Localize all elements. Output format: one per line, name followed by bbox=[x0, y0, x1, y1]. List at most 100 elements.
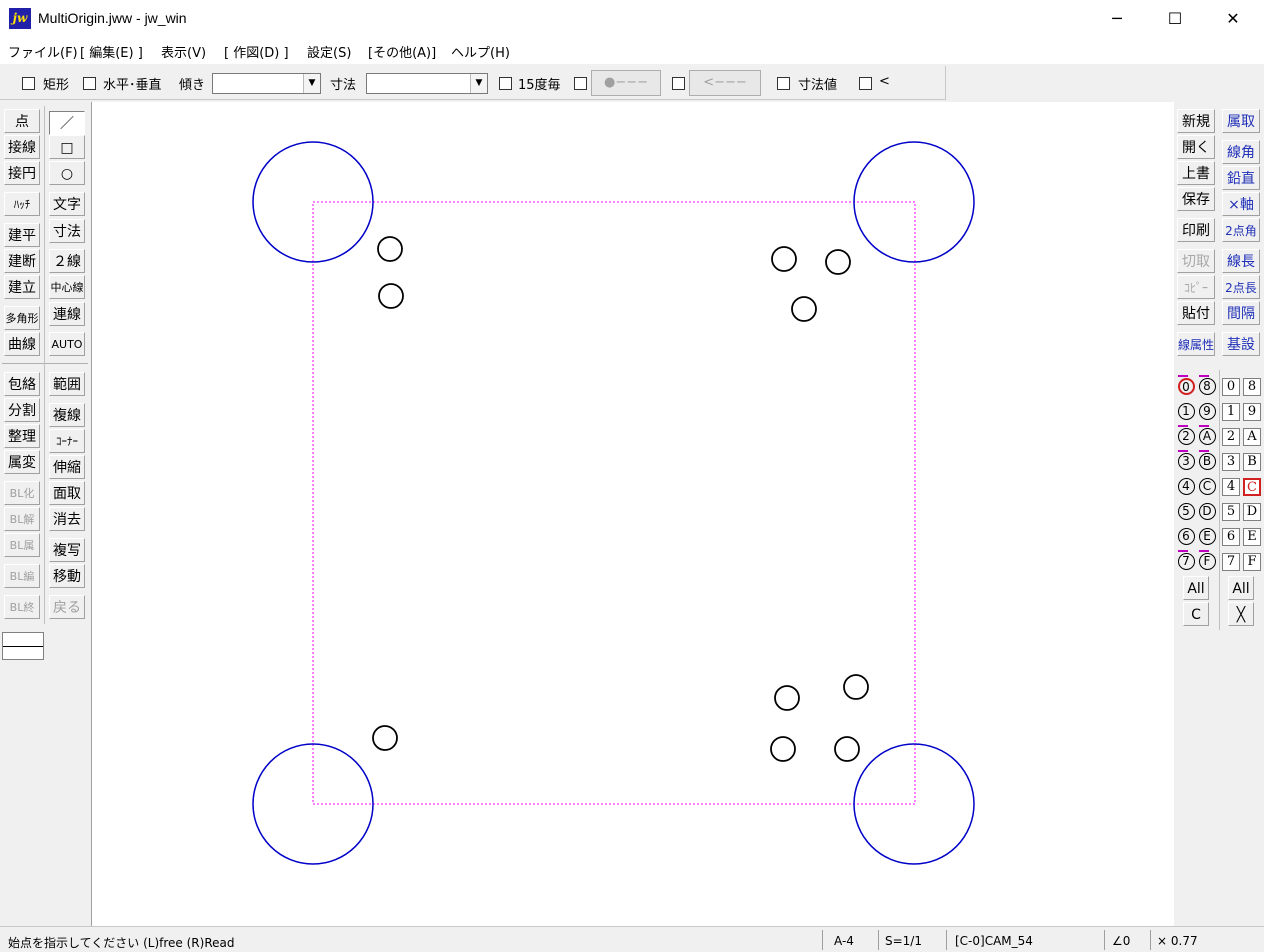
layer-group-2[interactable]: 2 bbox=[1176, 427, 1196, 447]
layer-group-b[interactable]: B bbox=[1197, 452, 1217, 472]
hole-circle[interactable] bbox=[825, 249, 851, 275]
tool-tangent[interactable]: 接線 bbox=[4, 135, 40, 159]
group-all-button[interactable]: All bbox=[1183, 576, 1209, 600]
file-new-button[interactable]: 新規 bbox=[1177, 109, 1215, 133]
layer-clear-button[interactable]: ╳ bbox=[1228, 602, 1254, 626]
tool-text[interactable]: 文字 bbox=[49, 192, 85, 216]
layer-group-e[interactable]: E bbox=[1197, 527, 1217, 547]
tool-stretch[interactable]: 伸縮 bbox=[49, 455, 85, 479]
copy-button[interactable]: ｺﾋﾟｰ bbox=[1177, 275, 1215, 299]
minimize-button[interactable]: ─ bbox=[1112, 9, 1122, 28]
menu-settings[interactable]: 設定(S) bbox=[307, 46, 352, 61]
file-open-button[interactable]: 開く bbox=[1177, 135, 1215, 159]
layer-e[interactable]: E bbox=[1242, 527, 1262, 547]
point-mode-button[interactable]: ●−−− bbox=[591, 70, 661, 96]
line-attr-button[interactable]: 線属性 bbox=[1177, 332, 1215, 356]
tilt-combo[interactable]: ▼ bbox=[212, 73, 321, 94]
layer-9[interactable]: 9 bbox=[1242, 402, 1262, 422]
layer-group-6[interactable]: 6 bbox=[1176, 527, 1196, 547]
layer-group-f[interactable]: F bbox=[1197, 552, 1217, 572]
tool-envelope[interactable]: 包絡 bbox=[4, 372, 40, 396]
layer-group-a[interactable]: A bbox=[1197, 427, 1217, 447]
origin-circle[interactable] bbox=[853, 743, 975, 865]
tool-undo[interactable]: 戻る bbox=[49, 595, 85, 619]
tool-auto[interactable]: AUTO bbox=[49, 332, 85, 356]
tool-range[interactable]: 範囲 bbox=[49, 372, 85, 396]
tool-elevation[interactable]: 建立 bbox=[4, 275, 40, 299]
layer-group-5[interactable]: 5 bbox=[1176, 502, 1196, 522]
layer-group-9[interactable]: 9 bbox=[1197, 402, 1217, 422]
layer-group-d[interactable]: D bbox=[1197, 502, 1217, 522]
tool-erase[interactable]: 消去 bbox=[49, 507, 85, 531]
tool-connect-line[interactable]: 連線 bbox=[49, 302, 85, 326]
menu-help[interactable]: ヘルプ(H) bbox=[451, 46, 510, 61]
hole-circle[interactable] bbox=[843, 674, 869, 700]
layer-0[interactable]: 0 bbox=[1221, 377, 1241, 397]
tool-point[interactable]: 点 bbox=[4, 109, 40, 133]
layer-all-button[interactable]: All bbox=[1228, 576, 1254, 600]
zoom-indicator[interactable]: × 0.77 bbox=[1157, 934, 1198, 948]
base-set-button[interactable]: 基設 bbox=[1222, 332, 1260, 356]
print-button[interactable]: 印刷 bbox=[1177, 218, 1215, 242]
layer-group-0[interactable]: 0 bbox=[1176, 377, 1196, 397]
two-point-angle-button[interactable]: 2点角 bbox=[1222, 218, 1260, 242]
tool-curve[interactable]: 曲線 bbox=[4, 332, 40, 356]
layer-f[interactable]: F bbox=[1242, 552, 1262, 572]
hole-circle[interactable] bbox=[372, 725, 398, 751]
hole-circle[interactable] bbox=[774, 685, 800, 711]
tool-tangent-circle[interactable]: 接円 bbox=[4, 161, 40, 185]
tool-organize[interactable]: 整理 bbox=[4, 424, 40, 448]
get-attr-button[interactable]: 属取 bbox=[1222, 109, 1260, 133]
two-point-length-button[interactable]: 2点長 bbox=[1222, 275, 1260, 299]
layer-c[interactable]: C bbox=[1242, 477, 1262, 497]
drawing-svg[interactable] bbox=[92, 102, 1175, 926]
tool-bl-edit[interactable]: BL編 bbox=[4, 564, 40, 588]
paste-button[interactable]: 貼付 bbox=[1177, 301, 1215, 325]
menu-file[interactable]: ファイル(F) bbox=[8, 46, 78, 61]
close-button[interactable]: ✕ bbox=[1226, 9, 1240, 28]
drawing-canvas[interactable] bbox=[91, 102, 1174, 926]
tool-hatch[interactable]: ﾊｯﾁ bbox=[4, 192, 40, 216]
line-type-preview[interactable] bbox=[2, 632, 44, 660]
hole-circle[interactable] bbox=[834, 736, 860, 762]
rect-checkbox[interactable] bbox=[22, 77, 35, 90]
layer-b[interactable]: B bbox=[1242, 452, 1262, 472]
layer-group-8[interactable]: 8 bbox=[1197, 377, 1217, 397]
tool-double-line[interactable]: ２線 bbox=[49, 249, 85, 273]
tool-divide[interactable]: 分割 bbox=[4, 398, 40, 422]
hole-circle[interactable] bbox=[378, 283, 404, 309]
group-clear-button[interactable]: C bbox=[1183, 602, 1209, 626]
tool-line[interactable]: ／ bbox=[49, 111, 85, 135]
spacing-button[interactable]: 間隔 bbox=[1222, 301, 1260, 325]
line-length-button[interactable]: 線長 bbox=[1222, 249, 1260, 273]
scale-indicator[interactable]: S=1/1 bbox=[885, 934, 922, 948]
current-layer[interactable]: [C-0]CAM_54 bbox=[955, 934, 1033, 948]
menu-edit[interactable]: [ 編集(E) ] bbox=[80, 46, 143, 61]
x-axis-button[interactable]: ×軸 bbox=[1222, 192, 1260, 216]
tool-attr-change[interactable]: 属変 bbox=[4, 450, 40, 474]
dimval-checkbox[interactable] bbox=[777, 77, 790, 90]
layer-3[interactable]: 3 bbox=[1221, 452, 1241, 472]
layer-4[interactable]: 4 bbox=[1221, 477, 1241, 497]
tool-bl-end[interactable]: BL終 bbox=[4, 595, 40, 619]
paper-size[interactable]: A-4 bbox=[834, 934, 854, 948]
line-angle-button[interactable]: 線角 bbox=[1222, 140, 1260, 164]
tool-corner[interactable]: ｺｰﾅｰ bbox=[49, 429, 85, 453]
layer-group-4[interactable]: 4 bbox=[1176, 477, 1196, 497]
file-save-button[interactable]: 保存 bbox=[1177, 187, 1215, 211]
btn1-checkbox[interactable] bbox=[574, 77, 587, 90]
layer-d[interactable]: D bbox=[1242, 502, 1262, 522]
tool-polygon[interactable]: 多角形 bbox=[4, 306, 40, 330]
tool-section[interactable]: 建断 bbox=[4, 249, 40, 273]
menu-view[interactable]: 表示(V) bbox=[161, 46, 207, 61]
layer-group-c[interactable]: C bbox=[1197, 477, 1217, 497]
layer-6[interactable]: 6 bbox=[1221, 527, 1241, 547]
hole-circle[interactable] bbox=[791, 296, 817, 322]
layer-group-1[interactable]: 1 bbox=[1176, 402, 1196, 422]
hole-circle[interactable] bbox=[770, 736, 796, 762]
layer-8[interactable]: 8 bbox=[1242, 377, 1262, 397]
tool-bl-make[interactable]: BL化 bbox=[4, 481, 40, 505]
lt-checkbox[interactable] bbox=[859, 77, 872, 90]
hv-checkbox[interactable] bbox=[83, 77, 96, 90]
chevron-down-icon[interactable]: ▼ bbox=[470, 74, 487, 93]
